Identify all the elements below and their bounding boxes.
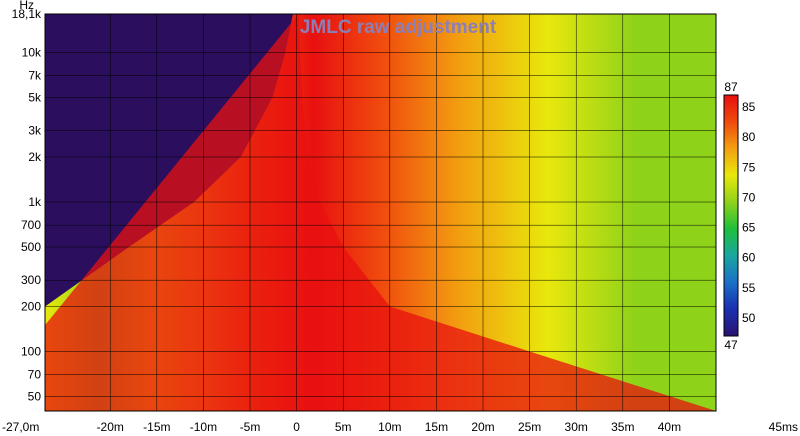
x-tick-label: 25m [518,420,541,434]
y-tick-label: 700 [21,218,41,232]
colorbar-tick-label: 70 [742,190,756,204]
colorbar-tick-label: 80 [742,130,756,144]
x-tick-label: -20m [97,420,124,434]
y-tick-label: 200 [21,300,41,314]
y-tick-label: 500 [21,240,41,254]
y-tick-label: 1k [28,195,42,209]
x-tick-label: 40m [658,420,681,434]
y-axis-unit-label: Hz [19,0,34,12]
y-tick-label: 2k [28,150,42,164]
y-tick-label: 300 [21,273,41,287]
colorbar-tick-label: 60 [742,251,756,265]
x-tick-label: 20m [471,420,494,434]
grid-lines [45,14,716,411]
y-axis: 18,1k 10k 7k 5k 3k 2k 1k 700 500 300 200 100 70 50 [12,7,42,404]
y-tick-label: 7k [28,69,42,83]
y-tick-label: 70 [28,368,42,382]
x-tick-label: 5m [335,420,352,434]
plot-frame [44,13,717,412]
x-tick-label: 15m [425,420,448,434]
colorbar-tick-label: 50 [742,311,756,325]
x-axis: -27,0m -20m -15m -10m -5m 0 5m 10m 15m 20m 25m 30m 3… [2,420,798,434]
colorbar-tick-label: 47 [724,338,738,352]
y-tick-label: 5k [28,91,42,105]
y-tick-label: 50 [28,390,42,404]
x-tick-label: -15m [143,420,170,434]
x-tick-label: 35m [611,420,634,434]
y-tick-label: 18,1k [12,7,42,21]
y-tick-label: 100 [21,345,41,359]
x-tick-label: 45ms [769,420,798,434]
colorbar-tick-label: 87 [724,80,738,94]
x-tick-label: 30m [565,420,588,434]
x-tick-label: 10m [378,420,401,434]
y-tick-label: 3k [28,124,42,138]
plot-area [45,14,716,411]
heatmap-surface [45,14,716,411]
y-tick-label: 10k [22,46,42,60]
colorbar-ticks: 87 85 80 75 70 65 60 55 50 47 [724,80,755,352]
x-tick-label: -10m [190,420,217,434]
x-tick-label: 0 [293,420,300,434]
x-tick-label: -5m [240,420,261,434]
colorbar-tick-label: 85 [742,100,756,114]
colorbar: 87 85 80 75 70 65 60 55 50 47 [723,80,756,352]
colorbar-tick-label: 75 [742,160,756,174]
peak-ridge [45,14,716,411]
x-tick-label: -27,0m [2,420,39,434]
colorbar-gradient [723,94,739,337]
chart-title: JMLC raw adjustment [300,17,497,38]
colorbar-tick-label: 65 [742,221,756,235]
colorbar-tick-label: 55 [742,281,756,295]
